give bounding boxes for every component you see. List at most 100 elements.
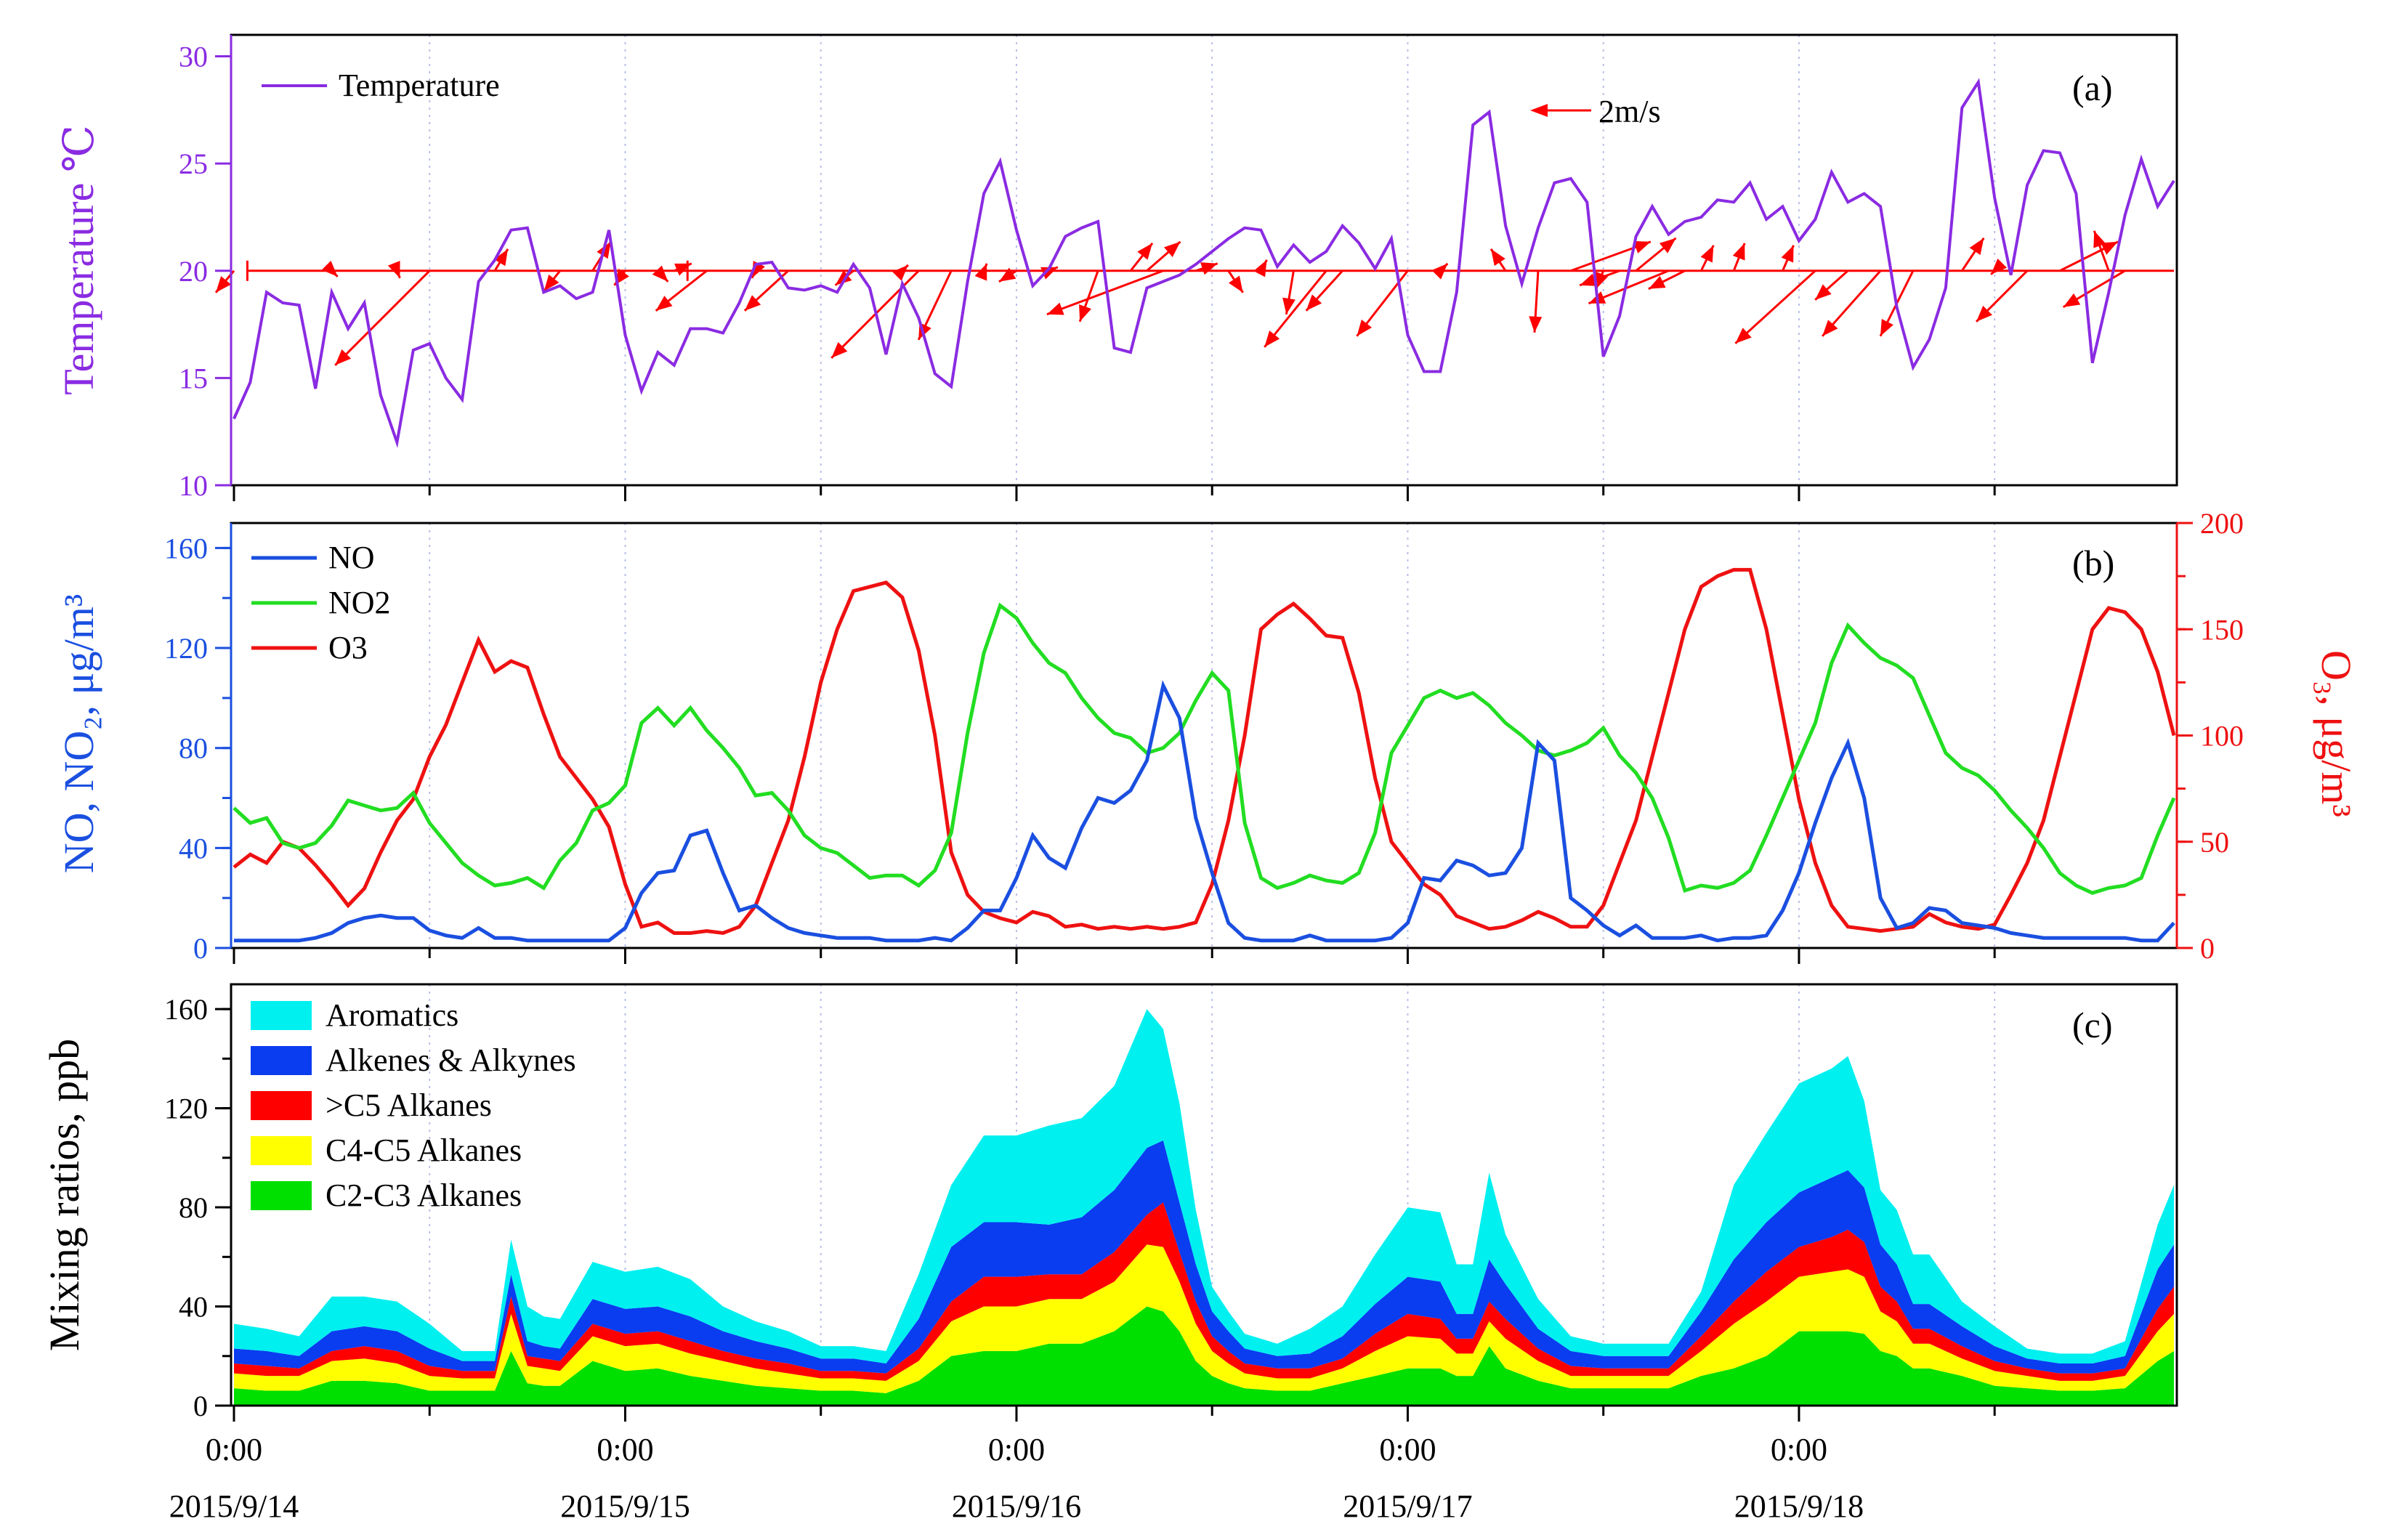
panel-b-right-y-axis-title: O₃, μg/m³	[2313, 650, 2360, 817]
wind-arrowhead	[1046, 302, 1064, 315]
panel-c-x-axis	[233, 1406, 1996, 1422]
x-tick-label-time: 0:00	[1771, 1432, 1827, 1467]
y-tick-label: 160	[164, 532, 208, 564]
wind-arrowhead	[543, 274, 559, 291]
x-axis-date-labels: 0:00 2015/9/14 0:00 2015/9/15 0:00 2015/9/16 0…	[169, 1432, 1864, 1524]
legend-swatch	[251, 1181, 312, 1210]
x-tick-label-time: 0:00	[988, 1432, 1045, 1467]
legend-swatch	[251, 1091, 312, 1120]
y-tick-label: 80	[179, 732, 208, 765]
wind-arrowhead	[1815, 284, 1832, 300]
wind-arrowhead	[1253, 259, 1267, 277]
y-tick-label: 15	[179, 362, 208, 394]
wind-arrowhead	[1282, 297, 1295, 315]
panel-b-label: (b)	[2072, 543, 2114, 583]
y-tick-label: 10	[179, 469, 208, 502]
wind-arrowhead	[1596, 271, 1609, 289]
wind-arrowhead	[2101, 241, 2118, 255]
wind-arrowhead	[1700, 245, 1714, 263]
panel-b-gridlines	[429, 523, 1996, 948]
x-tick-label-time: 0:00	[1379, 1432, 1436, 1467]
wind-arrowhead	[1969, 238, 1984, 256]
panel-a-label: (a)	[2072, 68, 2113, 108]
wind-arrowhead	[1659, 238, 1676, 254]
wind-arrowhead	[674, 263, 692, 276]
legend-swatch	[251, 1046, 312, 1075]
legend-temperature-label: Temperature	[339, 68, 500, 103]
wind-arrowhead	[974, 263, 987, 281]
wind-arrowhead	[1781, 245, 1794, 263]
no-line	[234, 680, 2175, 943]
wind-arrowhead	[2063, 293, 2081, 307]
y-tick-label: 25	[179, 147, 208, 180]
wind-arrowhead	[1732, 243, 1745, 261]
panel-c: 0 40 80 120 160 Mixing ratios, ppb Aromatics…	[41, 983, 2178, 1524]
wind-vectors	[214, 230, 2174, 366]
temperature-line	[233, 78, 2175, 448]
wind-arrowhead	[1633, 240, 1651, 254]
panel-a-frame	[230, 33, 2178, 487]
wind-arrowhead	[1079, 304, 1092, 322]
y-tick-label: 30	[179, 41, 208, 73]
wind-arrowhead	[1040, 267, 1058, 280]
wind-arrowhead	[1976, 305, 1992, 322]
wind-arrowhead	[1228, 275, 1243, 293]
wind-arrowhead	[1580, 273, 1597, 286]
panel-b-x-ticks	[233, 948, 1996, 964]
stacked-areas	[234, 1009, 2174, 1406]
legend-label: C4-C5 Alkanes	[326, 1132, 522, 1168]
panel-c-legend: Aromatics Alkenes & Alkynes >C5 Alkanes C4-…	[251, 997, 576, 1213]
wind-arrowhead	[335, 349, 352, 365]
legend-label: >C5 Alkanes	[326, 1087, 492, 1123]
legend-label: Aromatics	[326, 997, 458, 1033]
panel-a-x-ticks	[233, 485, 1996, 501]
wind-arrowhead	[321, 260, 338, 277]
wind-arrowhead	[1529, 316, 1543, 333]
area-alkenes-alkynes	[234, 1140, 2174, 1374]
panel-b-left-y-axis: 0 40 80 120 160	[164, 523, 233, 965]
area--c5-alkanes	[234, 1202, 2174, 1381]
wind-arrowhead	[2093, 230, 2106, 248]
wind-reference-label: 2m/s	[1598, 94, 1661, 129]
legend-no-label: NO	[328, 540, 375, 575]
wind-vector	[1734, 270, 1816, 344]
wind-arrowhead	[892, 264, 908, 281]
y-tick-label: 120	[164, 632, 208, 665]
y-tick-label: 40	[179, 1291, 208, 1324]
area-c4-c5-alkanes	[234, 1244, 2174, 1393]
panel-c-y-axis-title: Mixing ratios, ppb	[41, 1039, 88, 1351]
x-tick-label-date: 2015/9/15	[560, 1488, 690, 1524]
y-tick-label: 50	[2200, 826, 2229, 859]
x-tick-label-time: 0:00	[206, 1432, 262, 1467]
y-tick-label: 120	[164, 1093, 208, 1125]
wind-arrowhead	[655, 296, 673, 311]
wind-arrowhead	[1137, 243, 1153, 260]
wind-arrowhead	[1357, 319, 1373, 336]
panel-c-label: (c)	[2072, 1005, 2113, 1045]
legend-o3-label: O3	[328, 630, 368, 665]
wind-arrowhead	[216, 276, 231, 293]
y-tick-label: 40	[179, 832, 208, 864]
y-tick-label: 0	[2200, 932, 2215, 965]
o3-line	[233, 567, 2176, 936]
x-tick-label-date: 2015/9/16	[952, 1488, 1081, 1524]
wind-arrowhead	[387, 260, 400, 278]
y-tick-label: 100	[2200, 720, 2244, 753]
x-tick-label-time: 0:00	[597, 1432, 653, 1467]
legend-no2-label: NO2	[328, 585, 391, 620]
legend-label: C2-C3 Alkanes	[326, 1178, 522, 1213]
wind-arrowhead	[1880, 319, 1893, 336]
legend-label: Alkenes & Alkynes	[326, 1042, 576, 1078]
wind-arrowhead	[831, 341, 848, 358]
wind-vector	[334, 270, 431, 366]
legend-swatch	[251, 1001, 312, 1030]
wind-arrowhead	[744, 295, 761, 311]
y-tick-label: 0	[193, 1390, 208, 1422]
wind-arrowhead	[1306, 294, 1322, 311]
x-tick-label-date: 2015/9/18	[1734, 1488, 1864, 1524]
wind-arrowhead	[1735, 328, 1752, 344]
wind-vector	[1264, 270, 1327, 348]
wind-vector	[1046, 270, 1164, 316]
panel-b-frame	[230, 522, 2178, 949]
